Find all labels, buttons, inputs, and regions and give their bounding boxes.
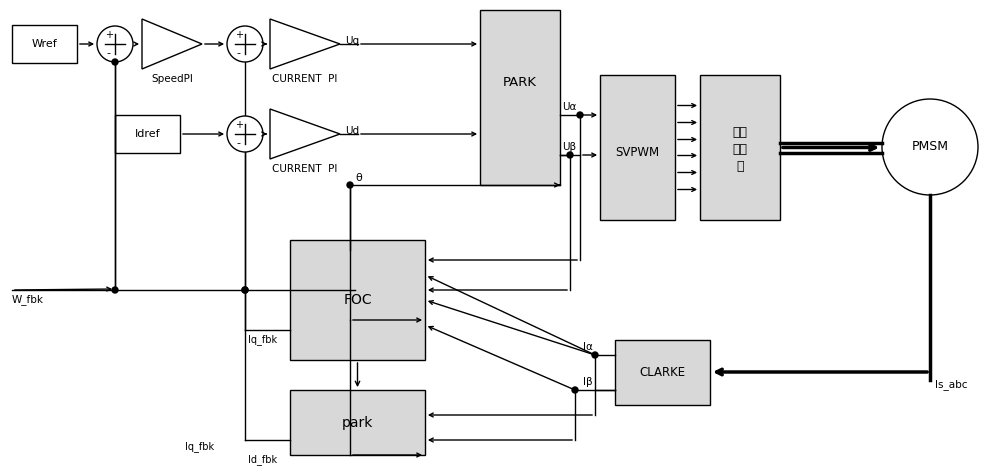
Text: PARK: PARK xyxy=(503,76,537,89)
Bar xyxy=(480,10,560,185)
Text: -: - xyxy=(237,48,241,58)
Text: -: - xyxy=(107,48,111,58)
Text: +: + xyxy=(105,30,113,40)
Bar xyxy=(290,240,425,360)
Circle shape xyxy=(882,99,978,195)
Circle shape xyxy=(112,59,118,65)
Circle shape xyxy=(347,182,353,188)
Circle shape xyxy=(97,26,133,62)
Text: SVPWM: SVPWM xyxy=(615,146,660,159)
Text: Is_abc: Is_abc xyxy=(935,380,968,390)
Circle shape xyxy=(242,287,248,293)
Text: SpeedPI: SpeedPI xyxy=(151,74,193,84)
Bar xyxy=(12,25,77,63)
Text: +: + xyxy=(235,30,243,40)
Text: +: + xyxy=(235,120,243,130)
Circle shape xyxy=(227,26,263,62)
Text: Iα: Iα xyxy=(583,342,593,352)
Text: CURRENT  PI: CURRENT PI xyxy=(272,164,338,174)
Text: Ud: Ud xyxy=(345,126,359,136)
Text: Uq: Uq xyxy=(345,36,359,46)
Bar xyxy=(700,75,780,220)
Text: CLARKE: CLARKE xyxy=(639,366,686,379)
Circle shape xyxy=(227,116,263,152)
Bar xyxy=(600,75,675,220)
Text: Iβ: Iβ xyxy=(583,377,593,387)
Text: Iq_fbk: Iq_fbk xyxy=(185,441,214,453)
Text: Uα: Uα xyxy=(562,102,576,112)
Text: CURRENT  PI: CURRENT PI xyxy=(272,74,338,84)
Bar xyxy=(615,340,710,405)
Text: Iq_fbk: Iq_fbk xyxy=(248,334,277,345)
Text: Idref: Idref xyxy=(135,129,160,139)
Text: Uβ: Uβ xyxy=(562,142,576,152)
Bar xyxy=(115,115,180,153)
Text: 器: 器 xyxy=(736,160,744,173)
Text: 逆变: 逆变 xyxy=(732,143,748,156)
Circle shape xyxy=(592,352,598,358)
Text: 硬件: 硬件 xyxy=(732,126,748,139)
Circle shape xyxy=(572,387,578,393)
Text: θ: θ xyxy=(355,173,362,183)
Text: Id_fbk: Id_fbk xyxy=(248,455,277,465)
Text: PMSM: PMSM xyxy=(912,140,948,154)
Bar xyxy=(290,390,425,455)
Circle shape xyxy=(112,287,118,293)
Text: -: - xyxy=(237,138,241,148)
Circle shape xyxy=(577,112,583,118)
Circle shape xyxy=(567,152,573,158)
Text: Wref: Wref xyxy=(32,39,57,49)
Text: FOC: FOC xyxy=(343,293,372,307)
Circle shape xyxy=(242,287,248,293)
Text: W_fbk: W_fbk xyxy=(12,294,44,306)
Text: park: park xyxy=(342,415,373,430)
